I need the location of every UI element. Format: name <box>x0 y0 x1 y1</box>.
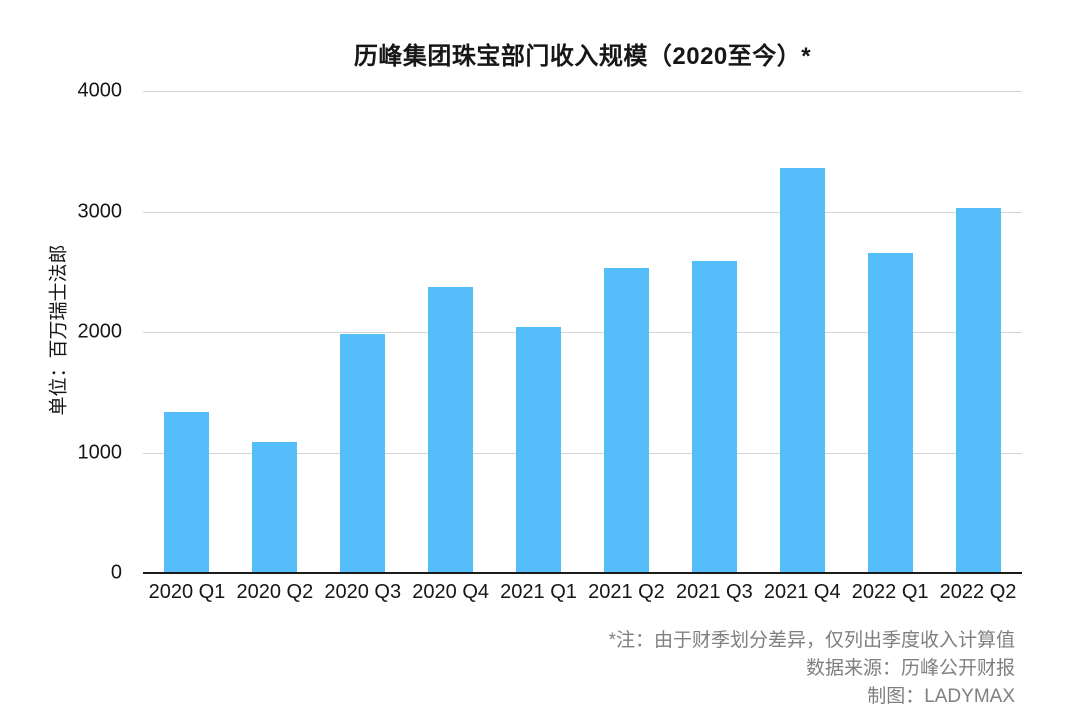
x-tick-label-2020-q4: 2020 Q4 <box>412 581 490 603</box>
bar-2021-q2 <box>603 268 649 572</box>
y-tick-label-4000: 4000 <box>77 79 123 102</box>
x-tick-label-2020-q1: 2020 Q1 <box>148 581 226 603</box>
y-tick-label-1000: 1000 <box>77 441 123 463</box>
x-tick-label-2020-q2: 2020 Q2 <box>236 581 314 603</box>
gridline-3000 <box>143 211 1022 213</box>
x-tick-label-2021-q3: 2021 Q3 <box>675 581 753 603</box>
data-source: 数据来源：历峰公开财报 <box>805 658 1015 679</box>
x-axis-line <box>143 572 1022 574</box>
gridline-1000 <box>143 452 1022 454</box>
bar-2020-q4 <box>428 287 474 572</box>
x-tick-label-2021-q2: 2021 Q2 <box>588 581 665 603</box>
y-tick-label-3000: 3000 <box>77 200 123 222</box>
bar-2022-q1 <box>867 252 913 572</box>
bar-2020-q1 <box>164 412 210 572</box>
chart-title: 历峰集团珠宝部门收入规模（2020至今）* <box>353 43 812 70</box>
x-tick-label-2022-q1: 2022 Q1 <box>851 581 929 603</box>
x-tick-label-2022-q2: 2022 Q2 <box>939 581 1017 603</box>
footer-notes: *注：由于财季划分差异，仅列出季度收入计算值 数据来源：历峰公开财报 制图：LA… <box>609 627 1015 711</box>
y-tick-label-2000: 2000 <box>77 320 123 343</box>
bar-2021-q1 <box>516 327 562 572</box>
bar-2021-q3 <box>691 261 737 572</box>
x-tick-label-2021-q1: 2021 Q1 <box>500 581 577 603</box>
credit: 制图：LADYMAX <box>867 686 1015 707</box>
bar-2022-q2 <box>955 208 1001 572</box>
y-tick-label-0: 0 <box>110 561 122 584</box>
footnote: *注：由于财季划分差异，仅列出季度收入计算值 <box>608 630 1015 651</box>
bar-2020-q2 <box>252 441 298 572</box>
bar-2021-q4 <box>779 168 825 572</box>
plot-area: 0 1000 2000 3000 4000 2020 Q1 2020 Q2 2020 Q3 20… <box>78 80 1022 603</box>
x-tick-label-2020-q3: 2020 Q3 <box>324 581 402 603</box>
gridline-2000 <box>143 332 1022 333</box>
x-tick-label-2021-q4: 2021 Q4 <box>763 581 841 603</box>
gridline-4000 <box>143 91 1022 92</box>
y-axis-title: 单位：百万瑞士法郎 <box>48 244 70 416</box>
bar-2020-q3 <box>340 334 386 572</box>
